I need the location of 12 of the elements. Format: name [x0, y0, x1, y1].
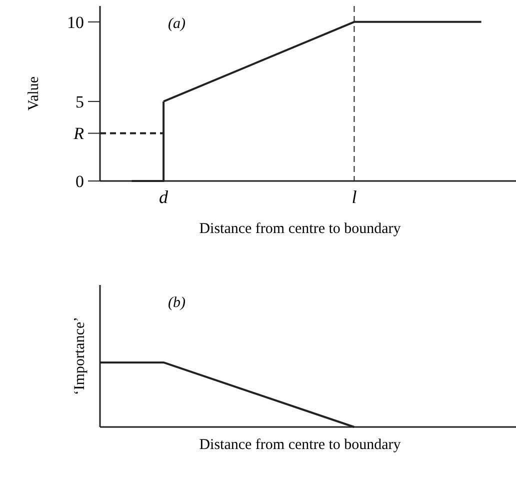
x-axis-title: Distance from centre to boundary — [199, 221, 402, 237]
y-axis-title: ‘Importance’ — [72, 316, 88, 396]
text: (b) — [168, 295, 186, 311]
annotation: (a) — [168, 16, 186, 32]
y-tick-label: 5 — [76, 92, 84, 112]
y-axis-title: Value — [26, 76, 42, 111]
y-tick-label: 0 — [76, 172, 84, 191]
y-tick-label: R — [72, 124, 85, 144]
x-tick-label: d — [159, 187, 170, 207]
y-tick-label: 10 — [67, 12, 84, 32]
x-axis-title: Distance from centre to boundary — [199, 437, 402, 453]
x-tick-label: l — [352, 187, 357, 207]
